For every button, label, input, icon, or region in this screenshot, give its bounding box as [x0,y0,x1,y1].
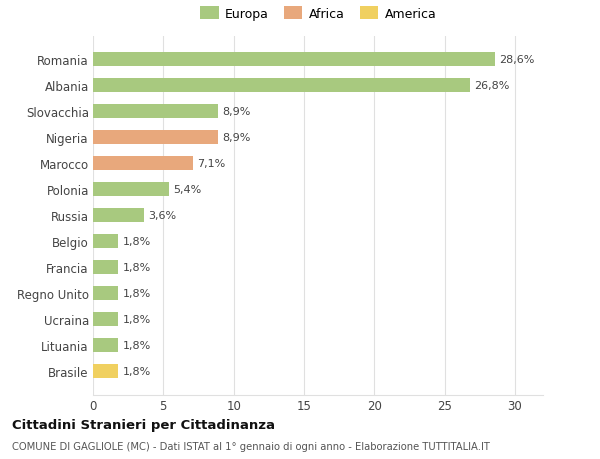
Text: 1,8%: 1,8% [122,237,151,246]
Text: 1,8%: 1,8% [122,263,151,273]
Text: Cittadini Stranieri per Cittadinanza: Cittadini Stranieri per Cittadinanza [12,418,275,431]
Text: 5,4%: 5,4% [173,185,202,195]
Text: 26,8%: 26,8% [474,81,509,91]
Text: 7,1%: 7,1% [197,159,226,169]
Bar [93,105,218,119]
Bar [93,183,169,197]
Bar [93,79,470,93]
Legend: Europa, Africa, America: Europa, Africa, America [197,5,439,23]
Text: 3,6%: 3,6% [148,211,176,221]
Bar [93,364,118,379]
Bar [93,131,218,145]
Bar [93,338,118,353]
Bar [93,286,118,301]
Text: 1,8%: 1,8% [122,314,151,325]
Bar [93,260,118,275]
Text: 1,8%: 1,8% [122,289,151,298]
Bar [93,53,495,67]
Text: 8,9%: 8,9% [223,133,251,143]
Text: 1,8%: 1,8% [122,366,151,376]
Text: 8,9%: 8,9% [223,107,251,117]
Text: 1,8%: 1,8% [122,341,151,350]
Text: COMUNE DI GAGLIOLE (MC) - Dati ISTAT al 1° gennaio di ogni anno - Elaborazione T: COMUNE DI GAGLIOLE (MC) - Dati ISTAT al … [12,441,490,451]
Bar [93,157,193,171]
Bar [93,208,143,223]
Bar [93,235,118,249]
Bar [93,312,118,327]
Text: 28,6%: 28,6% [499,55,535,65]
